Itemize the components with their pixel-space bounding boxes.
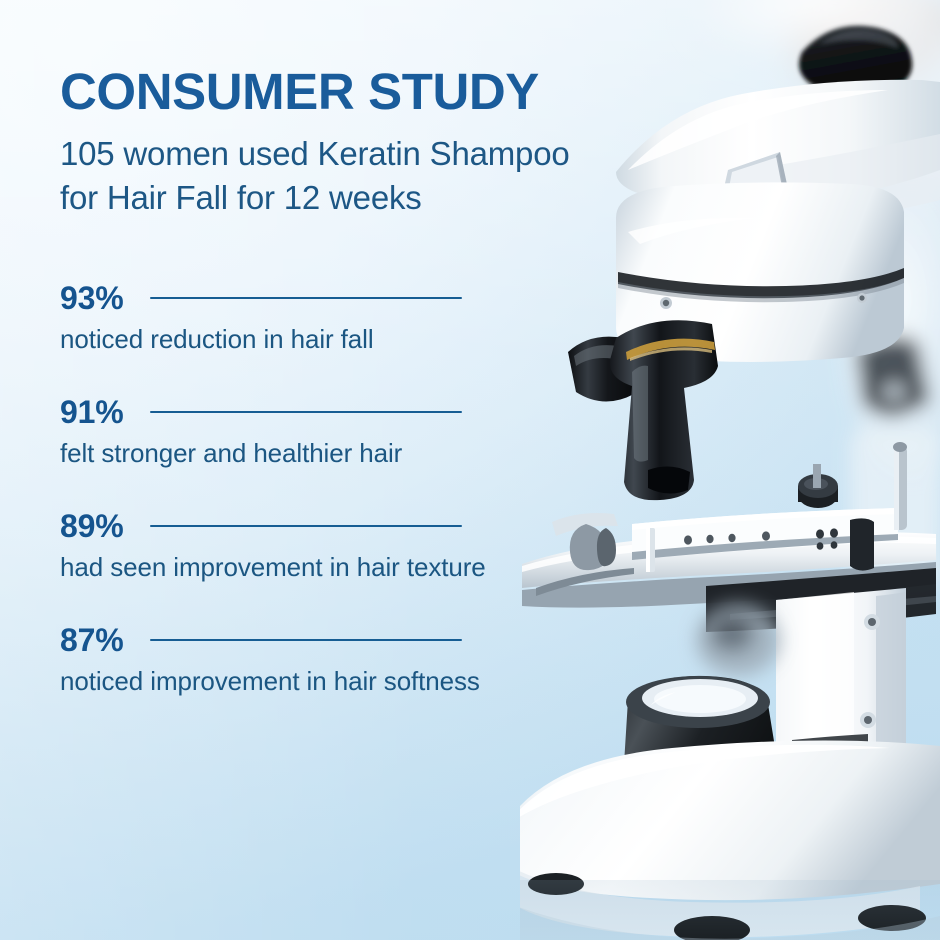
statistics-list: 93% noticed reduction in hair fall 91% f… — [60, 278, 600, 734]
subtitle-line-1: 105 women used Keratin Shampoo — [60, 135, 570, 172]
stat-head: 87% — [60, 620, 600, 660]
page-title: CONSUMER STUDY — [60, 63, 539, 120]
stat-value: 87% — [60, 622, 124, 658]
stat-label: felt stronger and healthier hair — [60, 438, 403, 468]
stat-value: 93% — [60, 280, 124, 316]
stat-value: 91% — [60, 394, 124, 430]
subtitle-line-2: for Hair Fall for 12 weeks — [60, 178, 422, 216]
stat-row: 87% noticed improvement in hair softness — [60, 620, 600, 734]
stat-row: 93% noticed reduction in hair fall — [60, 278, 600, 392]
stat-head: 93% — [60, 278, 600, 318]
stage-control-knob — [798, 464, 838, 508]
stat-value: 89% — [60, 508, 124, 544]
stat-head: 91% — [60, 392, 600, 432]
stat-divider-rule — [150, 297, 462, 299]
stat-divider-rule — [150, 639, 462, 641]
text-content-panel: CONSUMER STUDY 105 women used Keratin Sh… — [60, 63, 600, 734]
subtitle: 105 women used Keratin Shampoo for Hair … — [60, 132, 640, 220]
stat-divider-rule — [150, 411, 462, 413]
stat-row: 91% felt stronger and healthier hair — [60, 392, 600, 506]
stat-label: noticed improvement in hair softness — [60, 666, 480, 696]
stat-label: had seen improvement in hair texture — [60, 552, 486, 582]
stat-row: 89% had seen improvement in hair texture — [60, 506, 600, 620]
condenser-rod — [893, 442, 907, 530]
stat-label: noticed reduction in hair fall — [60, 324, 374, 354]
stat-head: 89% — [60, 506, 600, 546]
stat-divider-rule — [150, 525, 462, 527]
